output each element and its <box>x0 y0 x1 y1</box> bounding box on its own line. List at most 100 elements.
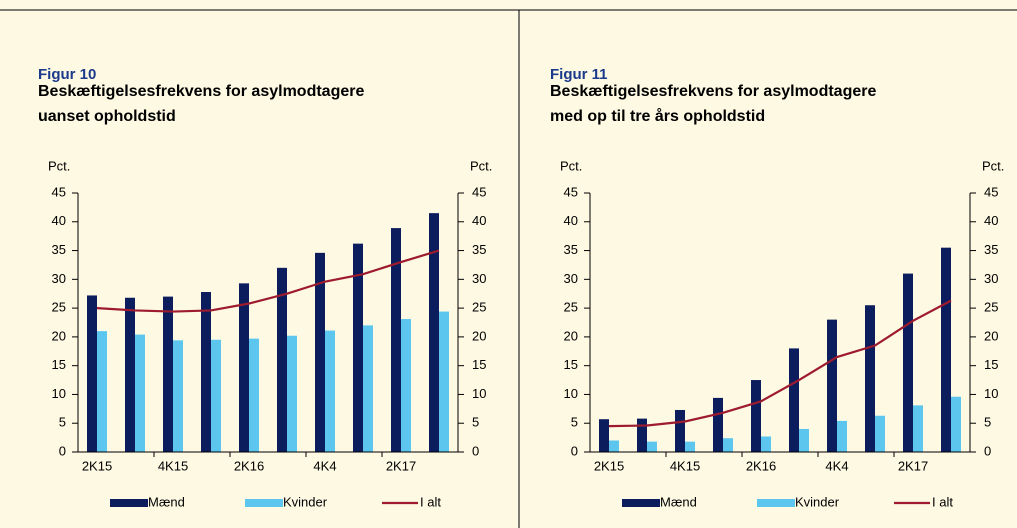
bar <box>315 252 325 452</box>
y2-tick-label: 40 <box>984 213 998 228</box>
y2-tick-label: 5 <box>472 415 479 430</box>
bar <box>609 440 619 452</box>
bar <box>913 405 923 452</box>
legend-label: Mænd <box>660 494 697 509</box>
y-tick-label: 25 <box>564 300 578 315</box>
bar <box>87 295 97 452</box>
x-tick-label: 2K17 <box>386 458 416 473</box>
y-tick-label: 45 <box>564 184 578 199</box>
bar <box>135 334 145 452</box>
y-tick-label: 0 <box>571 443 578 458</box>
y-tick-label: 30 <box>52 271 66 286</box>
bar <box>239 283 249 452</box>
y2-tick-label: 25 <box>472 300 486 315</box>
y2-tick-label: 25 <box>984 300 998 315</box>
y-tick-label: 0 <box>59 443 66 458</box>
legend-label: Kvinder <box>795 494 840 509</box>
figure-label: Figur 11 <box>550 66 608 83</box>
y2-axis-label: Pct. <box>982 158 1004 173</box>
y-axis-label: Pct. <box>48 158 70 173</box>
bar <box>761 436 771 452</box>
bar <box>353 243 363 452</box>
y2-tick-label: 30 <box>472 271 486 286</box>
y2-tick-label: 35 <box>984 242 998 257</box>
y-tick-label: 10 <box>564 386 578 401</box>
bar <box>249 338 259 452</box>
y2-tick-label: 10 <box>984 386 998 401</box>
x-tick-label: 2K16 <box>746 458 776 473</box>
x-tick-label: 2K16 <box>234 458 264 473</box>
y2-axis-label: Pct. <box>470 158 492 173</box>
bar <box>637 418 647 452</box>
bar <box>363 325 373 452</box>
x-tick-label: 2K15 <box>82 458 112 473</box>
y2-tick-label: 0 <box>472 443 479 458</box>
y2-tick-label: 40 <box>472 213 486 228</box>
legend-label: Kvinder <box>283 494 328 509</box>
y-tick-label: 20 <box>52 328 66 343</box>
y-tick-label: 5 <box>571 415 578 430</box>
bar <box>429 213 439 452</box>
y-tick-label: 15 <box>564 357 578 372</box>
bar <box>647 441 657 452</box>
y-tick-label: 30 <box>564 271 578 286</box>
bar <box>173 340 183 452</box>
y-tick-label: 35 <box>52 242 66 257</box>
legend-label: I alt <box>420 494 441 509</box>
y-tick-label: 35 <box>564 242 578 257</box>
bar <box>751 380 761 452</box>
legend-swatch <box>757 499 795 507</box>
bar <box>675 409 685 452</box>
bar <box>391 228 401 452</box>
bar <box>287 335 297 452</box>
bar <box>903 273 913 452</box>
line-series <box>608 299 952 428</box>
chart-title: uanset opholdstid <box>38 108 176 125</box>
chart-title: Beskæftigelsesfrekvens for asylmodtagere <box>38 83 364 100</box>
bar <box>875 415 885 452</box>
y-tick-label: 5 <box>59 415 66 430</box>
y2-tick-label: 35 <box>472 242 486 257</box>
bar <box>723 438 733 452</box>
y-tick-label: 45 <box>52 184 66 199</box>
bar <box>865 305 875 452</box>
y-axis-label: Pct. <box>560 158 582 173</box>
chart-title: Beskæftigelsesfrekvens for asylmodtagere <box>550 83 876 100</box>
bar <box>97 331 107 452</box>
x-tick-label: 2K17 <box>898 458 928 473</box>
y2-tick-label: 0 <box>984 443 991 458</box>
y2-tick-label: 20 <box>472 328 486 343</box>
bar <box>799 428 809 452</box>
bar <box>685 441 695 452</box>
legend-swatch <box>245 499 283 507</box>
y2-tick-label: 15 <box>984 357 998 372</box>
x-tick-label: 4K15 <box>670 458 700 473</box>
bar <box>211 339 221 452</box>
y-tick-label: 40 <box>564 213 578 228</box>
chart-title: med op til tre års opholdstid <box>550 107 765 125</box>
y2-tick-label: 5 <box>984 415 991 430</box>
x-tick-label: 2K15 <box>594 458 624 473</box>
bar <box>201 291 211 452</box>
y2-tick-label: 20 <box>984 328 998 343</box>
y-tick-label: 20 <box>564 328 578 343</box>
y2-tick-label: 30 <box>984 271 998 286</box>
bar <box>837 420 847 452</box>
bar <box>827 319 837 452</box>
y2-tick-label: 45 <box>984 184 998 199</box>
line-series <box>96 249 440 313</box>
x-tick-label: 4K4 <box>313 458 336 473</box>
legend-swatch <box>622 499 660 507</box>
bar <box>713 397 723 452</box>
figure-label: Figur 10 <box>38 66 96 83</box>
legend-label: I alt <box>932 494 953 509</box>
bar <box>325 330 335 452</box>
bar <box>439 311 449 452</box>
x-tick-label: 4K15 <box>158 458 188 473</box>
y-tick-label: 25 <box>52 300 66 315</box>
y2-tick-label: 10 <box>472 386 486 401</box>
bar <box>401 319 411 452</box>
bar <box>163 296 173 452</box>
y-tick-label: 10 <box>52 386 66 401</box>
